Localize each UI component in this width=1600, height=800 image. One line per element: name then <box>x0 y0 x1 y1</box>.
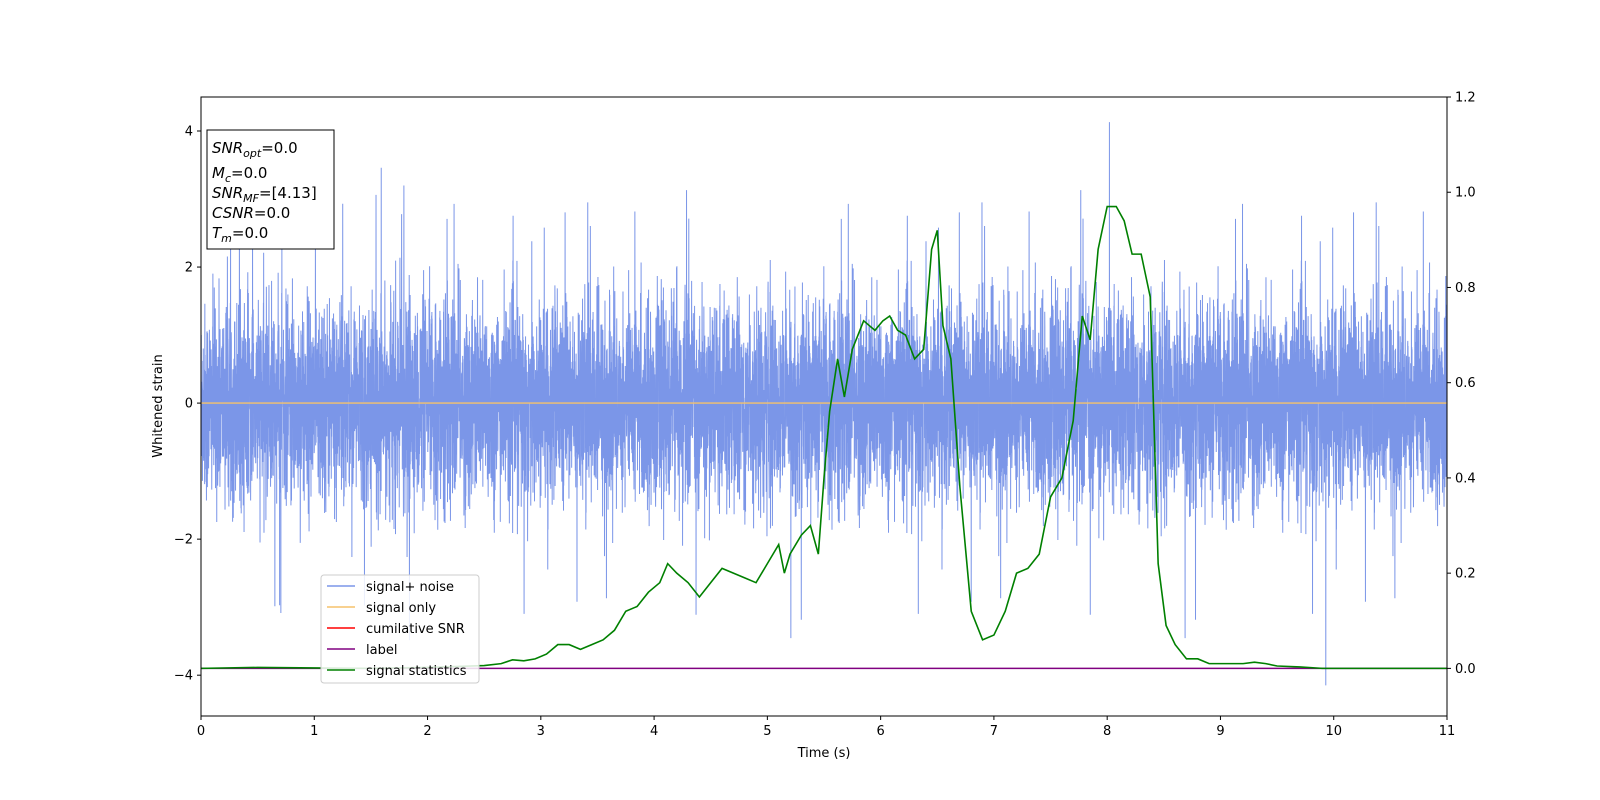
annotation-line: SNRopt=0.0 <box>212 139 298 160</box>
legend-label: signal+ noise <box>366 580 454 595</box>
annotation-line: SNRMF=[4.13] <box>212 184 317 205</box>
y2-tick-label: 0.6 <box>1455 376 1476 391</box>
x-tick-label: 1 <box>310 724 318 739</box>
annotation-symbol: M <box>212 164 225 182</box>
signal-statistics-line <box>201 205 1447 670</box>
legend-frame <box>320 574 480 684</box>
annotation-symbol: SNR <box>212 139 243 157</box>
legend-label: signal statistics <box>366 664 467 679</box>
annotation-symbol: CSNR <box>212 204 254 222</box>
annotation-value: =0.0 <box>231 164 267 182</box>
x-tick-label: 2 <box>423 724 431 739</box>
y2-tick-label: 1.0 <box>1455 186 1476 201</box>
x-tick-label: 3 <box>537 724 545 739</box>
x-tick-label: 6 <box>876 724 884 739</box>
annotation-subscript: m <box>221 232 232 245</box>
annotation-line: Tm=0.0 <box>212 224 268 245</box>
y-tick-label: 0 <box>185 397 193 412</box>
stats-annotation-box: SNRopt=0.0Mc=0.0SNRMF=[4.13]CSNR=0.0Tm=0… <box>206 129 335 250</box>
annotation-symbol: T <box>212 224 223 242</box>
annotation-value: =[4.13] <box>259 184 317 202</box>
y-tick-label: 4 <box>185 125 193 140</box>
x-tick-label: 9 <box>1216 724 1224 739</box>
y2-axis-ticks: 0.0 0.2 0.4 0.6 0.8 1.0 1.2 <box>1447 91 1476 677</box>
annotation-value: =0.0 <box>254 204 290 222</box>
y-tick-label: −2 <box>174 533 193 548</box>
signal-noise-line <box>201 122 1447 686</box>
x-tick-label: 8 <box>1103 724 1111 739</box>
annotation-subscript: opt <box>243 147 262 160</box>
plot-frame <box>200 96 1448 717</box>
y2-tick-label: 0.4 <box>1455 471 1476 486</box>
annotation-value: =0.0 <box>232 224 268 242</box>
annotation-frame <box>206 129 335 250</box>
y2-tick-label: 0.0 <box>1455 662 1476 677</box>
x-tick-label: 5 <box>763 724 771 739</box>
y-axis-label: Whitened strain <box>151 354 166 457</box>
x-tick-label: 11 <box>1439 724 1456 739</box>
y2-tick-label: 0.2 <box>1455 567 1476 582</box>
legend-label: signal only <box>366 601 436 616</box>
y-axis-ticks: −4 −2 0 2 4 <box>174 125 201 684</box>
x-tick-label: 10 <box>1325 724 1342 739</box>
legend: signal+ noise signal only cumilative SNR la… <box>320 574 480 684</box>
y2-tick-label: 0.8 <box>1455 281 1476 296</box>
x-axis-label: Time (s) <box>797 746 851 761</box>
y2-tick-label: 1.2 <box>1455 91 1476 106</box>
x-tick-label: 7 <box>990 724 998 739</box>
annotation-line: CSNR=0.0 <box>212 204 290 222</box>
legend-label: label <box>366 643 397 658</box>
legend-label: cumilative SNR <box>366 622 465 637</box>
annotation-subscript: MF <box>243 192 259 205</box>
x-tick-label: 4 <box>650 724 658 739</box>
x-tick-label: 0 <box>197 724 205 739</box>
signal-noise-series <box>201 122 1447 686</box>
annotation-subscript: c <box>225 172 231 185</box>
annotation-symbol: SNR <box>212 184 243 202</box>
x-axis-ticks: 0 1 2 3 4 5 6 7 8 9 10 11 <box>197 716 1455 739</box>
y-tick-label: −4 <box>174 669 193 684</box>
annotation-line: Mc=0.0 <box>212 164 267 185</box>
y-tick-label: 2 <box>185 261 193 276</box>
annotation-value: =0.0 <box>261 139 297 157</box>
